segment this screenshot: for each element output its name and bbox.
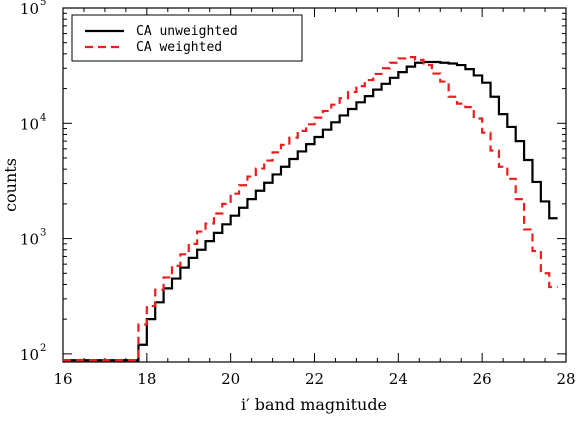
x-tick-label: 16 [53,370,72,388]
y-tick-label: 10 [20,231,39,249]
series-weighted-line [63,56,558,362]
series-layer [63,56,558,362]
x-axis-label: i′ band magnitude [241,395,387,414]
x-tick-label: 24 [389,370,408,388]
y-tick-exponent: 5 [40,0,46,8]
y-tick-exponent: 2 [40,343,46,354]
y-tick-exponent: 4 [40,112,46,123]
x-tick-label: 18 [137,370,156,388]
y-tick-label: 10 [20,346,39,364]
legend-label-unweighted: CA unweighted [136,24,238,39]
y-tick-label: 10 [20,0,39,18]
y-tick-exponent: 3 [40,228,46,239]
x-tick-label: 28 [556,370,575,388]
x-tick-label: 26 [473,370,492,388]
x-tick-label: 22 [305,370,324,388]
legend-box [71,14,303,62]
y-axis-label: counts [1,158,20,212]
y-tick-label: 10 [20,115,39,133]
series-unweighted-line [63,60,558,362]
x-tick-label: 20 [221,370,240,388]
legend: CA unweighted CA weighted [71,14,303,62]
legend-label-weighted: CA weighted [136,40,222,55]
